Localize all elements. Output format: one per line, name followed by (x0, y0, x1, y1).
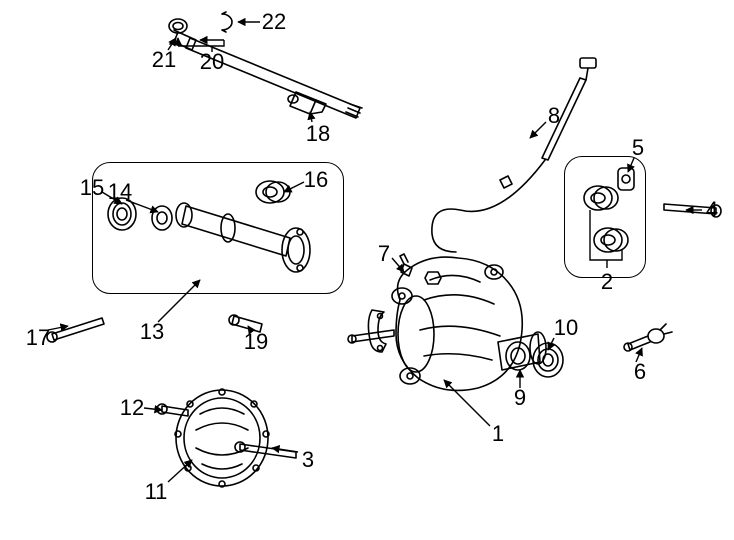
label-3: 3 (302, 447, 314, 473)
label-7: 7 (378, 241, 390, 267)
label-19: 19 (244, 329, 268, 355)
label-20: 20 (200, 49, 224, 75)
label-17: 17 (26, 325, 50, 351)
label-6: 6 (634, 359, 646, 385)
label-21: 21 (152, 47, 176, 73)
label-12: 12 (120, 395, 144, 421)
label-2: 2 (601, 269, 613, 295)
part-vent-tube (432, 58, 596, 252)
parts-diagram-svg (0, 0, 734, 540)
part-snap-ring (222, 12, 232, 32)
label-13: 13 (140, 319, 164, 345)
label-8: 8 (548, 103, 560, 129)
label-5: 5 (632, 135, 644, 161)
part-bushing-bracket (584, 168, 634, 252)
label-1: 1 (492, 421, 504, 447)
label-4: 4 (706, 197, 718, 223)
label-10: 10 (554, 315, 578, 341)
part-pinion-seal (533, 343, 563, 377)
label-11: 11 (145, 479, 168, 505)
label-16: 16 (304, 167, 328, 193)
part-bolt-17 (47, 318, 104, 342)
part-sensor (624, 324, 672, 351)
part-o-ring (169, 19, 187, 33)
label-22: 22 (262, 9, 286, 35)
label-9: 9 (514, 385, 526, 411)
label-14: 14 (108, 179, 132, 205)
part-diff-cover (175, 389, 269, 487)
label-18: 18 (306, 121, 330, 147)
label-15: 15 (80, 175, 104, 201)
part-axle-tube-assembly (108, 181, 310, 272)
